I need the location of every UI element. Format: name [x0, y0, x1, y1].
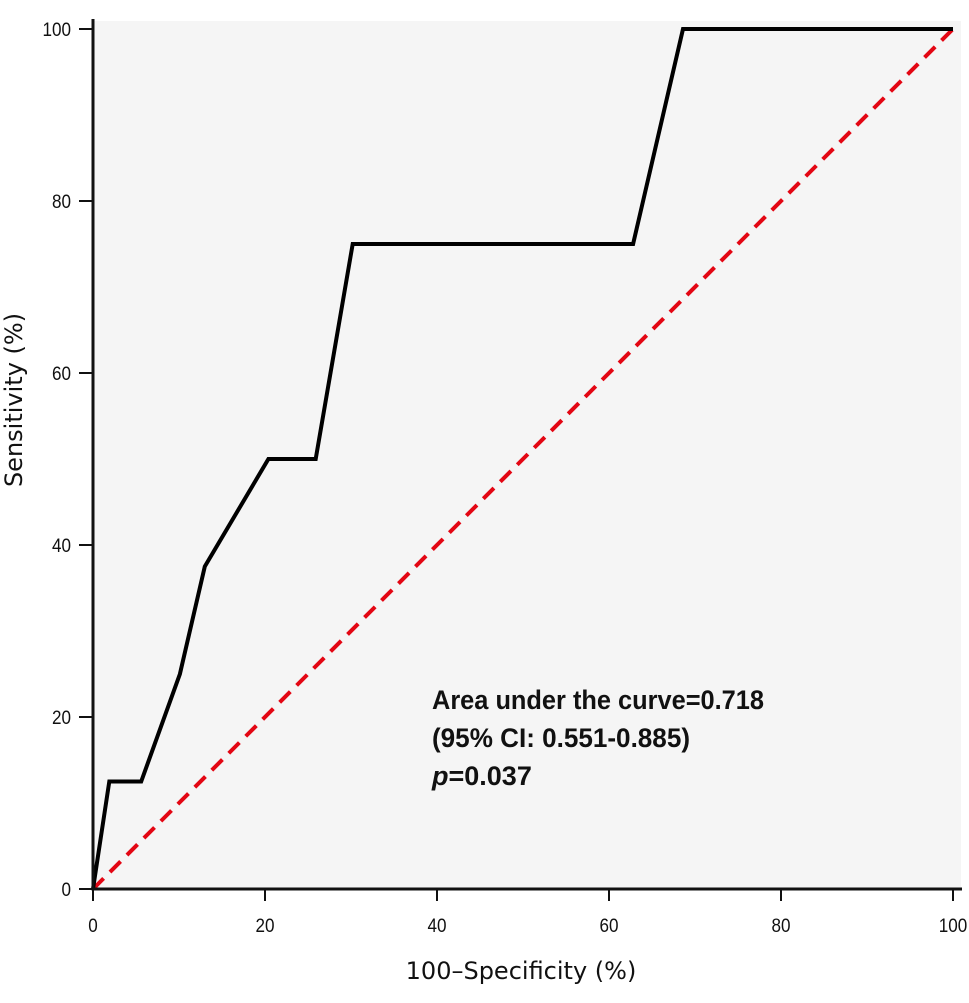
p-italic: p	[431, 761, 449, 791]
y-tick-label: 0	[62, 880, 72, 901]
y-tick-label: 40	[52, 536, 71, 557]
p-value-annotation: p=0.037	[431, 761, 532, 791]
ci-annotation: (95% CI: 0.551-0.885)	[432, 723, 690, 753]
roc-curve-line	[91, 27, 953, 890]
annotation-box: Area under the curve=0.718 (95% CI: 0.55…	[431, 685, 764, 791]
x-tick-label: 40	[428, 916, 447, 937]
y-tick-label: 80	[52, 192, 71, 213]
p-value: =0.037	[449, 761, 532, 791]
y-axis-title: Sensitivity (%)	[0, 313, 28, 487]
x-tick-label: 0	[88, 916, 98, 937]
auc-annotation: Area under the curve=0.718	[432, 685, 764, 715]
reference-line-layer	[91, 27, 955, 891]
reference-diagonal-line	[91, 27, 955, 891]
roc-curve-layer	[91, 27, 953, 890]
x-axis-title: 100–Specificity (%)	[406, 957, 637, 985]
ticks-layer: 0 20 40 60 80 100 0 20 40 60 80 100	[43, 20, 968, 937]
y-tick-label: 100	[43, 20, 72, 41]
x-tick-label: 20	[256, 916, 275, 937]
x-tick-label: 60	[600, 916, 619, 937]
axes-layer	[91, 19, 962, 891]
x-tick-label: 100	[939, 916, 968, 937]
x-tick-label: 80	[772, 916, 791, 937]
y-tick-label: 60	[52, 364, 71, 385]
y-tick-label: 20	[52, 708, 71, 729]
